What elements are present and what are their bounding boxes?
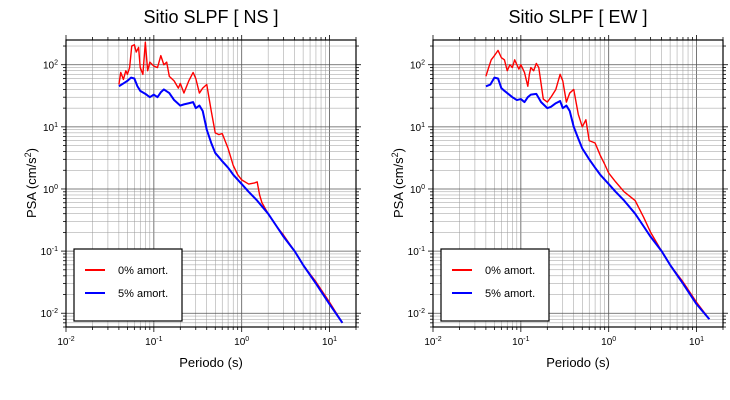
legend-label-0: 0% amort. — [485, 265, 535, 277]
y-axis-label-tail: ) — [24, 148, 39, 152]
y-tick-labels: 10-2 10-1 100 101 102 — [408, 60, 425, 321]
chart-title: Sitio SLPF [ NS ] — [143, 7, 278, 27]
chart-title: Sitio SLPF [ EW ] — [508, 7, 647, 27]
legend-box — [73, 248, 183, 322]
legend-label-0: 0% amort. — [118, 265, 168, 277]
y-tick-label: 101 — [43, 122, 58, 134]
x-tick-labels: 10-2 10-1 100 101 — [424, 336, 704, 348]
y-axis-label-tail: ) — [391, 148, 406, 152]
y-tick-labels: 10-2 10-1 100 101 102 — [41, 60, 58, 321]
y-tick-label: 10-2 — [408, 308, 425, 320]
y-axis-label-main: PSA (cm/s — [24, 157, 39, 218]
legend-label-1: 5% amort. — [485, 288, 535, 300]
panel-ns: Sitio SLPF [ NS ] 10-2 10-1 100 101 10-210-… — [23, 7, 361, 370]
y-tick-label: 10-1 — [41, 246, 58, 258]
x-tick-label: 101 — [689, 336, 704, 348]
y-axis-label-main: PSA (cm/s — [391, 157, 406, 218]
series-line-1 — [485, 76, 711, 320]
x-tick-label: 100 — [234, 336, 249, 348]
x-tick-label: 10-2 — [424, 336, 441, 348]
y-tick-label: 101 — [410, 122, 425, 134]
x-tick-label: 100 — [601, 336, 616, 348]
x-tick-label: 10-1 — [145, 336, 162, 348]
x-axis-label: Periodo (s) — [546, 355, 610, 370]
y-tick-label: 10-2 — [41, 308, 58, 320]
y-axis-label-sup: 2 — [23, 152, 33, 157]
legend-box — [440, 248, 550, 322]
plot-frame — [65, 39, 357, 328]
panel-ew: Sitio SLPF [ EW ] 10-2 10-1 100 101 10-210-… — [390, 7, 728, 370]
axis-ticks — [428, 35, 728, 332]
legend-label-1: 5% amort. — [118, 288, 168, 300]
y-axis-label: PSA (cm/s2) — [390, 148, 406, 218]
y-tick-label: 10-1 — [408, 246, 425, 258]
series-line-0 — [118, 41, 343, 324]
y-tick-label: 100 — [43, 184, 58, 196]
y-tick-label: 102 — [43, 60, 58, 72]
plot-frame — [432, 39, 724, 328]
series-lines — [118, 41, 344, 324]
y-tick-label: 102 — [410, 60, 425, 72]
series-lines — [485, 49, 711, 320]
y-axis-label-sup: 2 — [390, 152, 400, 157]
series-line-0 — [485, 49, 710, 320]
x-tick-label: 10-1 — [512, 336, 529, 348]
x-tick-label: 101 — [322, 336, 337, 348]
axis-ticks — [61, 35, 361, 332]
legend: 0% amort. 5% amort. — [73, 248, 183, 322]
x-tick-labels: 10-2 10-1 100 101 — [57, 336, 337, 348]
x-tick-label: 10-2 — [57, 336, 74, 348]
x-axis-label: Periodo (s) — [179, 355, 243, 370]
legend: 0% amort. 5% amort. — [440, 248, 550, 322]
series-line-1 — [118, 76, 344, 324]
y-tick-label: 100 — [410, 184, 425, 196]
y-axis-label: PSA (cm/s2) — [23, 148, 39, 218]
